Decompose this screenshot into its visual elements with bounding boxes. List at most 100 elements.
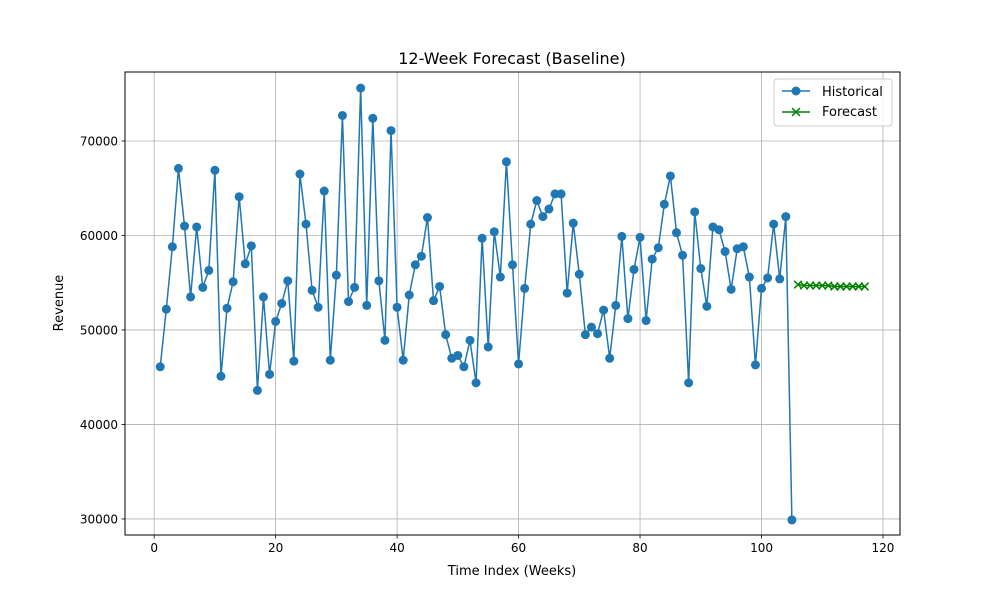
historical-point [477, 233, 487, 243]
historical-point [344, 297, 354, 307]
historical-point [580, 330, 590, 340]
historical-point [374, 276, 384, 286]
historical-point [337, 110, 347, 120]
x-tick-label: 40 [389, 541, 404, 555]
historical-point [210, 165, 220, 175]
historical-point [471, 378, 481, 388]
historical-point [356, 83, 366, 93]
historical-point [538, 212, 548, 222]
legend-forecast-label: Forecast [822, 105, 877, 120]
x-tick-label: 100 [750, 541, 773, 555]
historical-point [429, 296, 439, 306]
historical-point [252, 385, 262, 395]
historical-point [234, 192, 244, 202]
historical-point [435, 281, 445, 291]
historical-point [392, 302, 402, 312]
y-axis-label: Revenue [52, 275, 67, 332]
historical-point [301, 219, 311, 229]
historical-point [228, 277, 238, 287]
chart-title: 12-Week Forecast (Baseline) [398, 49, 626, 68]
historical-point [167, 242, 177, 252]
historical-point [180, 221, 190, 231]
historical-point [277, 299, 287, 308]
historical-point [574, 269, 584, 279]
historical-point [659, 199, 669, 209]
historical-point [641, 316, 651, 326]
plot-frame [124, 71, 901, 536]
historical-point [319, 186, 329, 196]
historical-point [398, 355, 408, 365]
historical-point [757, 283, 767, 293]
historical-point [763, 273, 773, 283]
historical-point [750, 360, 760, 370]
legend-historical-marker [791, 86, 801, 96]
historical-point [781, 212, 791, 222]
series-layer [155, 83, 870, 525]
historical-point [544, 204, 554, 214]
x-tick-label: 0 [150, 541, 158, 555]
historical-point [350, 282, 360, 292]
historical-point [653, 243, 663, 253]
historical-point [586, 322, 596, 332]
historical-point [246, 241, 256, 251]
historical-point [501, 157, 511, 167]
historical-point [678, 250, 688, 260]
historical-point [265, 369, 275, 379]
historical-point [671, 228, 681, 238]
historical-point [562, 288, 572, 298]
legend-historical-label: Historical [822, 85, 883, 100]
historical-point [283, 276, 293, 286]
historical-point [192, 222, 202, 232]
historical-point [665, 171, 675, 181]
historical-point [186, 292, 196, 302]
x-tick-label: 60 [511, 541, 526, 555]
historical-point [422, 213, 432, 223]
historical-point [295, 169, 305, 179]
y-ticks: 30000 40000 50000 60000 70000 [80, 134, 125, 526]
y-tick-label: 60000 [80, 229, 118, 243]
historical-point [325, 355, 335, 365]
historical-point [532, 196, 542, 206]
historical-point [416, 251, 426, 261]
historical-point [702, 301, 712, 311]
x-ticks: 0 20 40 60 80 100 120 [150, 535, 894, 555]
historical-point [368, 113, 378, 123]
historical-point [362, 300, 372, 310]
historical-point [526, 219, 536, 229]
historical-point [629, 264, 639, 274]
historical-point [726, 284, 736, 294]
historical-point [441, 330, 451, 340]
x-tick-label: 120 [872, 541, 895, 555]
historical-point [155, 362, 165, 372]
historical-point [459, 362, 469, 372]
historical-point [483, 342, 493, 352]
historical-point [216, 371, 226, 381]
historical-point [599, 305, 609, 315]
x-axis-label: Time Index (Weeks) [447, 564, 576, 579]
historical-point [313, 302, 323, 312]
historical-point [508, 260, 517, 270]
historical-point [787, 515, 797, 525]
historical-point [173, 163, 183, 173]
historical-point [720, 247, 730, 257]
historical-point [684, 378, 694, 388]
historical-point [520, 283, 530, 293]
historical-point [775, 274, 785, 284]
historical-point [556, 189, 566, 199]
y-tick-label: 50000 [80, 323, 118, 337]
historical-point [404, 290, 414, 300]
historical-point [696, 264, 706, 274]
legend-forecast-marker [791, 107, 801, 117]
historical-point [738, 242, 748, 252]
x-tick-label: 20 [268, 541, 283, 555]
historical-point [489, 227, 499, 237]
historical-point [769, 219, 779, 229]
historical-point [744, 272, 754, 282]
historical-point [605, 353, 615, 363]
y-tick-label: 30000 [80, 512, 118, 526]
legend: Historical Forecast [773, 78, 893, 127]
historical-point [331, 270, 341, 280]
historical-point [623, 314, 633, 324]
historical-point [465, 335, 475, 345]
